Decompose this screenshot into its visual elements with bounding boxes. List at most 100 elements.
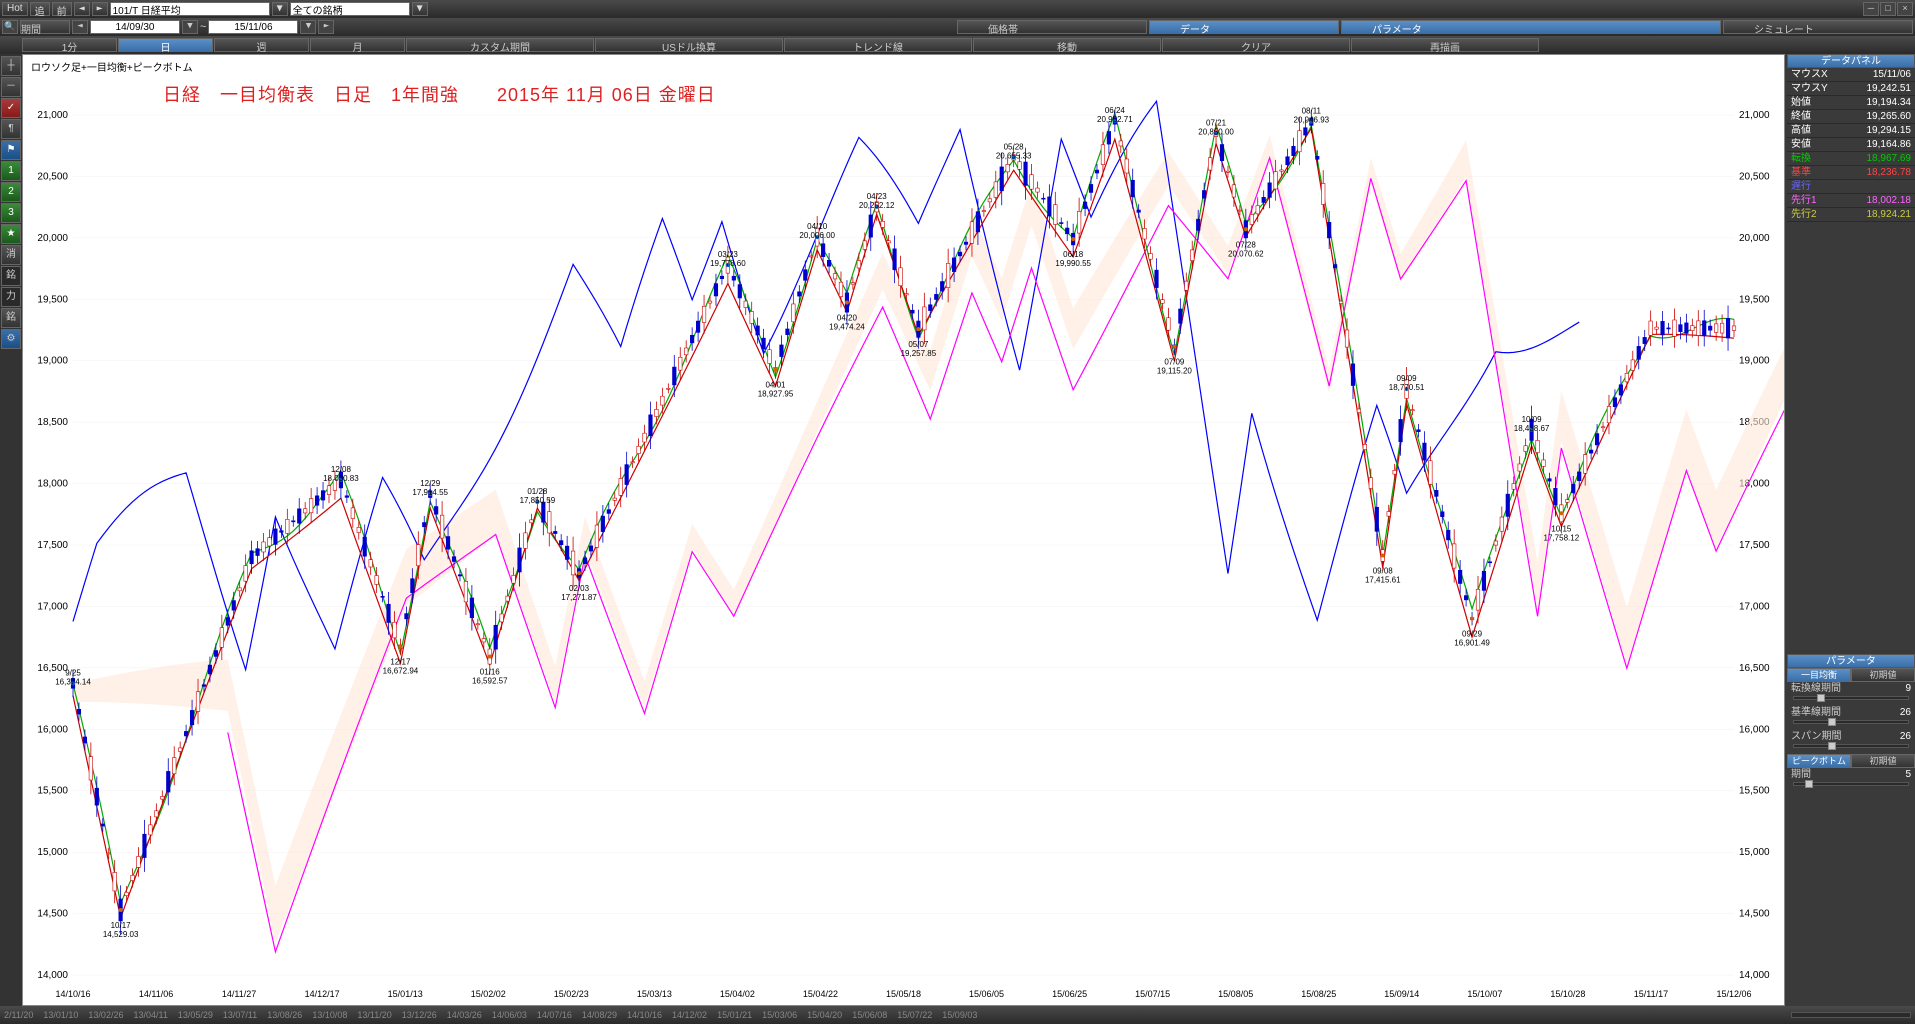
sidebar-btn-2[interactable]: ✓ [1, 98, 21, 118]
svg-text:15/06/25: 15/06/25 [1052, 989, 1087, 999]
tf-clear[interactable]: クリア [1162, 38, 1350, 52]
date-to-dropdown-icon[interactable]: ▼ [300, 20, 316, 34]
data-row: 終値19,265.60 [1787, 110, 1915, 124]
svg-text:15/12/06: 15/12/06 [1716, 989, 1751, 999]
svg-text:07/28: 07/28 [1236, 240, 1257, 249]
data-row: 転換18,967.69 [1787, 152, 1915, 166]
simulate-tab[interactable]: シミュレート [1723, 20, 1913, 34]
tf-trendline[interactable]: トレンド線 [784, 38, 972, 52]
period-button[interactable]: 期間 [20, 20, 70, 34]
reset-subtab[interactable]: 初期値 [1851, 668, 1915, 682]
data-row: 安値19,164.86 [1787, 138, 1915, 152]
svg-text:14,529.03: 14,529.03 [103, 930, 139, 939]
hot-button[interactable]: Hot [2, 2, 28, 16]
svg-text:04/20: 04/20 [837, 313, 858, 322]
top-toolbar: Hot 追 前 ◄ ► ▼ ▼ ─ □ × [0, 0, 1915, 18]
tf-week[interactable]: 週 [214, 38, 309, 52]
svg-text:14/11/27: 14/11/27 [222, 989, 256, 999]
svg-text:16,000: 16,000 [37, 724, 68, 735]
status-date: 15/09/03 [942, 1010, 977, 1020]
minimize-icon[interactable]: ─ [1863, 2, 1879, 16]
svg-text:14,000: 14,000 [1739, 970, 1770, 981]
kijun-slider[interactable] [1787, 720, 1915, 730]
status-date: 13/04/11 [133, 1010, 167, 1020]
svg-text:18,770.51: 18,770.51 [1389, 383, 1425, 392]
priceband-button[interactable]: 価格帯 [957, 20, 1147, 34]
sidebar-btn-11[interactable]: 力 [1, 287, 21, 307]
symbol-dropdown-icon[interactable]: ▼ [272, 2, 288, 16]
status-bar: 2/11/2013/01/1013/02/2613/04/1113/05/291… [0, 1006, 1915, 1024]
chart-canvas[interactable]: ロウソク足+一目均衡+ピークボトム 日経 一目均衡表 日足 1年間強 2015年… [22, 54, 1785, 1006]
svg-text:03/23: 03/23 [718, 250, 739, 259]
tf-month[interactable]: 月 [310, 38, 405, 52]
close-icon[interactable]: × [1897, 2, 1913, 16]
svg-text:16,672.94: 16,672.94 [383, 667, 419, 676]
svg-text:19,500: 19,500 [37, 294, 68, 305]
status-date: 15/06/08 [852, 1010, 887, 1020]
ichimoku-subtab[interactable]: 一目均衡 [1787, 668, 1851, 682]
tf-1min[interactable]: 1分 [22, 38, 117, 52]
svg-text:04/10: 04/10 [807, 222, 828, 231]
zoom-slider[interactable] [1791, 1012, 1911, 1018]
svg-text:15/10/28: 15/10/28 [1550, 989, 1585, 999]
status-date: 2/11/20 [4, 1010, 33, 1020]
tf-move[interactable]: 移動 [973, 38, 1161, 52]
svg-text:17,000: 17,000 [1739, 601, 1770, 612]
sidebar-btn-4[interactable]: ⚑ [1, 140, 21, 160]
data-tab[interactable]: データ [1149, 20, 1339, 34]
sidebar-btn-10[interactable]: 銘 [1, 266, 21, 286]
period-slider[interactable] [1787, 782, 1915, 792]
sidebar-btn-3[interactable]: ¶ [1, 119, 21, 139]
search-icon[interactable]: 🔍 [2, 20, 18, 34]
peakbottom-subtab[interactable]: ピークボトム [1787, 754, 1851, 768]
sidebar-btn-8[interactable]: ★ [1, 224, 21, 244]
maximize-icon[interactable]: □ [1880, 2, 1896, 16]
back-button[interactable]: 追 [30, 2, 50, 16]
tf-custom[interactable]: カスタム期間 [406, 38, 594, 52]
data-row: 始値19,194.34 [1787, 96, 1915, 110]
date-prev-icon[interactable]: ◄ [72, 20, 88, 34]
svg-text:16,592.57: 16,592.57 [472, 677, 508, 686]
sidebar-btn-5[interactable]: 1 [1, 161, 21, 181]
status-date: 15/03/06 [762, 1010, 797, 1020]
param-panel-header: パラメータ [1787, 654, 1915, 668]
tenkan-slider[interactable] [1787, 696, 1915, 706]
svg-text:18,927.95: 18,927.95 [758, 390, 794, 399]
sidebar-btn-12[interactable]: 銘 [1, 308, 21, 328]
sidebar-btn-0[interactable]: ┼ [1, 56, 21, 76]
status-date: 14/08/29 [582, 1010, 617, 1020]
date-to-input[interactable] [208, 20, 298, 34]
sidebar-btn-9[interactable]: 消 [1, 245, 21, 265]
svg-text:17,500: 17,500 [1739, 540, 1770, 551]
svg-text:20,500: 20,500 [37, 171, 68, 182]
date-from-input[interactable] [90, 20, 180, 34]
sidebar-btn-1[interactable]: － [1, 77, 21, 97]
status-date: 13/07/11 [223, 1010, 257, 1020]
data-row: 先行218,924.21 [1787, 208, 1915, 222]
sidebar-btn-6[interactable]: 2 [1, 182, 21, 202]
svg-text:15/08/25: 15/08/25 [1301, 989, 1336, 999]
reset2-subtab[interactable]: 初期値 [1851, 754, 1915, 768]
svg-text:17,758.12: 17,758.12 [1544, 533, 1580, 542]
param-tab[interactable]: パラメータ [1341, 20, 1721, 34]
svg-text:10/09: 10/09 [1522, 415, 1543, 424]
svg-text:14,500: 14,500 [37, 909, 68, 920]
prev-arrow-icon[interactable]: ◄ [74, 2, 90, 16]
date-from-dropdown-icon[interactable]: ▼ [182, 20, 198, 34]
next-arrow-icon[interactable]: ► [92, 2, 108, 16]
tf-usd[interactable]: USドル換算 [595, 38, 783, 52]
filter-combo[interactable] [290, 2, 410, 16]
data-row: 基準18,236.78 [1787, 166, 1915, 180]
tf-redraw[interactable]: 再描画 [1351, 38, 1539, 52]
svg-text:04/23: 04/23 [867, 192, 888, 201]
forward-button[interactable]: 前 [52, 2, 72, 16]
svg-text:21,000: 21,000 [37, 110, 68, 121]
tf-day[interactable]: 日 [118, 38, 213, 52]
sidebar-btn-7[interactable]: 3 [1, 203, 21, 223]
symbol-combo[interactable] [110, 2, 270, 16]
filter-dropdown-icon[interactable]: ▼ [412, 2, 428, 16]
span-slider[interactable] [1787, 744, 1915, 754]
sidebar-btn-13[interactable]: ⚙ [1, 329, 21, 349]
date-next-icon[interactable]: ► [318, 20, 334, 34]
svg-text:20,952.71: 20,952.71 [1097, 115, 1133, 124]
